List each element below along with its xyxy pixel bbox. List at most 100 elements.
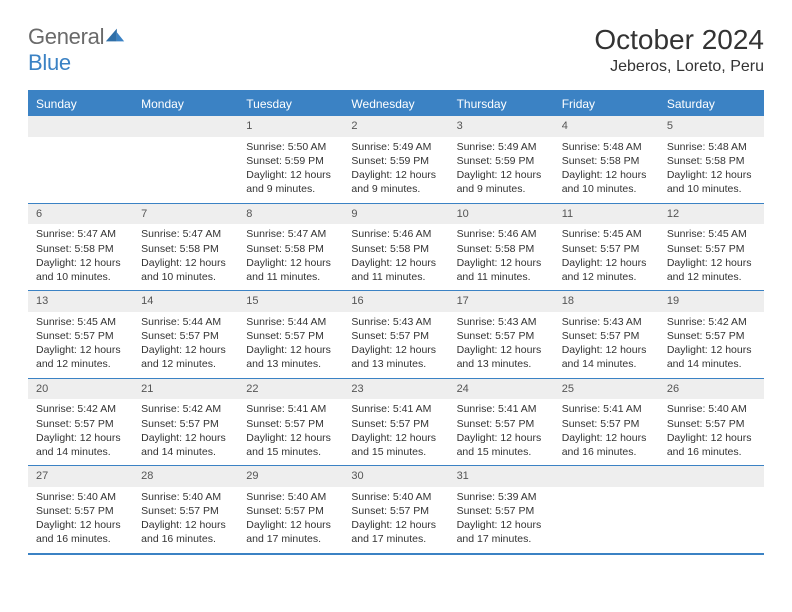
day-of-week-header: Monday [133, 92, 238, 116]
sunset-line: Sunset: 5:58 PM [141, 242, 230, 256]
calendar-cell: 31Sunrise: 5:39 AMSunset: 5:57 PMDayligh… [449, 466, 554, 553]
daylight-line: Daylight: 12 hours and 14 minutes. [141, 431, 230, 459]
day-body: Sunrise: 5:45 AMSunset: 5:57 PMDaylight:… [659, 224, 764, 290]
calendar-cell: 8Sunrise: 5:47 AMSunset: 5:58 PMDaylight… [238, 204, 343, 291]
daylight-line: Daylight: 12 hours and 17 minutes. [246, 518, 335, 546]
calendar-week: 20Sunrise: 5:42 AMSunset: 5:57 PMDayligh… [28, 378, 764, 466]
calendar-cell: 22Sunrise: 5:41 AMSunset: 5:57 PMDayligh… [238, 379, 343, 466]
day-body: Sunrise: 5:49 AMSunset: 5:59 PMDaylight:… [449, 137, 554, 203]
day-of-week-header: Tuesday [238, 92, 343, 116]
daylight-line: Daylight: 12 hours and 17 minutes. [457, 518, 546, 546]
calendar-cell: 25 Sunrise: 5:41 AMSunset: 5:57 PMDayligh… [554, 379, 659, 466]
daylight-line: Daylight: 12 hours and 15 minutes. [457, 431, 546, 459]
day-number: 31 [449, 466, 554, 487]
calendar-cell: 10Sunrise: 5:46 AMSunset: 5:58 PMDayligh… [449, 204, 554, 291]
sunrise-line: Sunrise: 5:41 AM [562, 402, 651, 416]
day-number: 25 [554, 379, 659, 400]
calendar-cell: 16Sunrise: 5:43 AMSunset: 5:57 PMDayligh… [343, 291, 448, 378]
day-number: 10 [449, 204, 554, 225]
sunset-line: Sunset: 5:57 PM [667, 417, 756, 431]
day-of-week-row: SundayMondayTuesdayWednesdayThursdayFrid… [28, 92, 764, 116]
logo-text-blue: Blue [28, 50, 71, 75]
sunset-line: Sunset: 5:58 PM [667, 154, 756, 168]
day-body: Sunrise: 5:43 AMSunset: 5:57 PMDaylight:… [554, 312, 659, 378]
day-of-week-header: Sunday [28, 92, 133, 116]
sunrise-line: Sunrise: 5:42 AM [141, 402, 230, 416]
sunrise-line: Sunrise: 5:44 AM [141, 315, 230, 329]
daylight-line: Daylight: 12 hours and 10 minutes. [667, 168, 756, 196]
calendar-cell: 30Sunrise: 5:40 AMSunset: 5:57 PMDayligh… [343, 466, 448, 553]
day-body: Sunrise: 5:43 AMSunset: 5:57 PMDaylight:… [449, 312, 554, 378]
calendar-week: 6Sunrise: 5:47 AMSunset: 5:58 PMDaylight… [28, 203, 764, 291]
day-body: Sunrise: 5:42 AMSunset: 5:57 PMDaylight:… [659, 312, 764, 378]
sunrise-line: Sunrise: 5:50 AM [246, 140, 335, 154]
day-body: Sunrise: 5:45 AMSunset: 5:57 PMDaylight:… [554, 224, 659, 290]
day-number: 1 [238, 116, 343, 137]
day-number: 18 [554, 291, 659, 312]
daylight-line: Daylight: 12 hours and 14 minutes. [562, 343, 651, 371]
sunset-line: Sunset: 5:57 PM [36, 504, 125, 518]
sunset-line: Sunset: 5:57 PM [141, 504, 230, 518]
calendar-cell: 13Sunrise: 5:45 AMSunset: 5:57 PMDayligh… [28, 291, 133, 378]
day-body: Sunrise: 5:40 AMSunset: 5:57 PMDaylight:… [238, 487, 343, 553]
day-number: 30 [343, 466, 448, 487]
sunrise-line: Sunrise: 5:40 AM [141, 490, 230, 504]
sunrise-line: Sunrise: 5:49 AM [351, 140, 440, 154]
day-number: 23 [343, 379, 448, 400]
sunset-line: Sunset: 5:57 PM [562, 329, 651, 343]
sunrise-line: Sunrise: 5:46 AM [351, 227, 440, 241]
daylight-line: Daylight: 12 hours and 10 minutes. [141, 256, 230, 284]
daylight-line: Daylight: 12 hours and 12 minutes. [141, 343, 230, 371]
sunset-line: Sunset: 5:57 PM [562, 417, 651, 431]
daylight-line: Daylight: 12 hours and 14 minutes. [667, 343, 756, 371]
day-number: 24 [449, 379, 554, 400]
sunset-line: Sunset: 5:57 PM [141, 329, 230, 343]
daylight-line: Daylight: 12 hours and 16 minutes. [562, 431, 651, 459]
calendar: SundayMondayTuesdayWednesdayThursdayFrid… [28, 90, 764, 555]
calendar-cell: 21Sunrise: 5:42 AMSunset: 5:57 PMDayligh… [133, 379, 238, 466]
sunset-line: Sunset: 5:57 PM [351, 417, 440, 431]
sunset-line: Sunset: 5:57 PM [667, 242, 756, 256]
day-number: 7 [133, 204, 238, 225]
daylight-line: Daylight: 12 hours and 11 minutes. [351, 256, 440, 284]
daylight-line: Daylight: 12 hours and 12 minutes. [667, 256, 756, 284]
calendar-cell: . [554, 466, 659, 553]
calendar-cell: 29Sunrise: 5:40 AMSunset: 5:57 PMDayligh… [238, 466, 343, 553]
day-body: Sunrise: 5:46 AMSunset: 5:58 PMDaylight:… [449, 224, 554, 290]
sunset-line: Sunset: 5:59 PM [457, 154, 546, 168]
title-block: October 2024 Jeberos, Loreto, Peru [594, 24, 764, 76]
daylight-line: Daylight: 12 hours and 16 minutes. [667, 431, 756, 459]
sunrise-line: Sunrise: 5:47 AM [36, 227, 125, 241]
sunrise-line: Sunrise: 5:40 AM [36, 490, 125, 504]
sunset-line: Sunset: 5:59 PM [351, 154, 440, 168]
day-number: 2 [343, 116, 448, 137]
daylight-line: Daylight: 12 hours and 9 minutes. [351, 168, 440, 196]
sunrise-line: Sunrise: 5:41 AM [351, 402, 440, 416]
day-number: 20 [28, 379, 133, 400]
day-of-week-header: Wednesday [343, 92, 448, 116]
day-number: 21 [133, 379, 238, 400]
day-body: Sunrise: 5:46 AMSunset: 5:58 PMDaylight:… [343, 224, 448, 290]
daylight-line: Daylight: 12 hours and 11 minutes. [457, 256, 546, 284]
calendar-cell: 6Sunrise: 5:47 AMSunset: 5:58 PMDaylight… [28, 204, 133, 291]
sunrise-line: Sunrise: 5:40 AM [667, 402, 756, 416]
calendar-week: ..1Sunrise: 5:50 AMSunset: 5:59 PMDaylig… [28, 116, 764, 203]
day-number: 5 [659, 116, 764, 137]
sunrise-line: Sunrise: 5:43 AM [457, 315, 546, 329]
daylight-line: Daylight: 12 hours and 16 minutes. [36, 518, 125, 546]
calendar-cell: 17Sunrise: 5:43 AMSunset: 5:57 PMDayligh… [449, 291, 554, 378]
day-body: Sunrise: 5:47 AMSunset: 5:58 PMDaylight:… [28, 224, 133, 290]
calendar-cell: 20Sunrise: 5:42 AMSunset: 5:57 PMDayligh… [28, 379, 133, 466]
day-body: Sunrise: 5:40 AMSunset: 5:57 PMDaylight:… [133, 487, 238, 553]
sunrise-line: Sunrise: 5:43 AM [351, 315, 440, 329]
daylight-line: Daylight: 12 hours and 10 minutes. [36, 256, 125, 284]
day-number: 13 [28, 291, 133, 312]
sunrise-line: Sunrise: 5:40 AM [246, 490, 335, 504]
day-number: 19 [659, 291, 764, 312]
sunset-line: Sunset: 5:57 PM [351, 504, 440, 518]
sunrise-line: Sunrise: 5:49 AM [457, 140, 546, 154]
day-body: Sunrise: 5:48 AMSunset: 5:58 PMDaylight:… [659, 137, 764, 203]
day-body: Sunrise: 5:40 AMSunset: 5:57 PMDaylight:… [659, 399, 764, 465]
calendar-cell: 2 Sunrise: 5:49 AMSunset: 5:59 PMDaylight… [343, 116, 448, 203]
day-body: Sunrise: 5:44 AMSunset: 5:57 PMDaylight:… [133, 312, 238, 378]
